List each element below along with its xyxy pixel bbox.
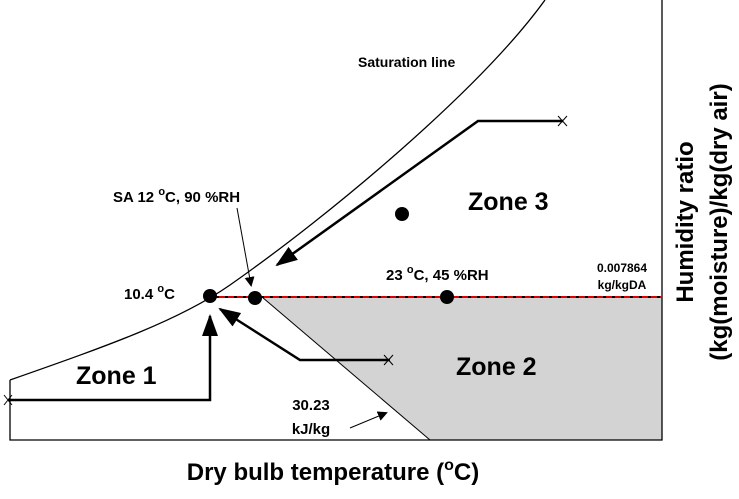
saturation-label: Saturation line — [358, 54, 455, 70]
room-point-label: 23 oC, 45 %RH — [386, 264, 489, 284]
y-axis-label-1: Humidity ratio — [672, 141, 699, 302]
sa-label: SA 12 oC, 90 %RH — [113, 186, 240, 206]
text-part: SA 12 — [113, 189, 158, 206]
zone3-arrow — [275, 119, 563, 267]
zone2-area — [262, 297, 662, 440]
text-part: C, 90 %RH — [165, 189, 240, 206]
enthalpy-value: 30.23 — [292, 397, 330, 414]
zone3-point — [395, 207, 409, 221]
text-part: C) — [454, 459, 479, 486]
room-point — [440, 290, 454, 304]
enthalpy-pointer — [349, 411, 388, 429]
zone2-arrow — [218, 307, 390, 362]
dew-point — [203, 289, 217, 303]
text-part: C, 45 %RH — [414, 267, 489, 284]
text-part: o — [158, 186, 165, 198]
saturation-curve — [9, 0, 546, 381]
text-part: 10.4 — [124, 286, 157, 303]
enthalpy-line — [261, 296, 431, 441]
y-axis-label-2: (kg(moisture)/kg(dry air) — [706, 83, 733, 360]
text-part: o — [407, 264, 414, 276]
zone1-arrow — [8, 314, 218, 402]
text-part: o — [444, 457, 454, 474]
enthalpy-unit: kJ/kg — [292, 421, 330, 438]
plot-frame — [9, 0, 663, 441]
x-markers — [3, 115, 568, 406]
humidity-unit: kg/kgDA — [598, 278, 647, 292]
x-axis-label: Dry bulb temperature (oC) — [187, 457, 480, 486]
zone3-label: Zone 3 — [468, 188, 549, 216]
sa-pointer — [236, 207, 255, 287]
zone2-label: Zone 2 — [456, 353, 537, 381]
dew-point-label: 10.4 oC — [124, 283, 175, 303]
text-part: 23 — [386, 267, 407, 284]
sa-point — [248, 291, 262, 305]
zone1-label: Zone 1 — [76, 362, 157, 390]
humidity-value: 0.007864 — [597, 261, 647, 275]
text-part: Dry bulb temperature ( — [187, 459, 444, 486]
text-part: C — [164, 286, 175, 303]
text-part: o — [157, 283, 164, 295]
